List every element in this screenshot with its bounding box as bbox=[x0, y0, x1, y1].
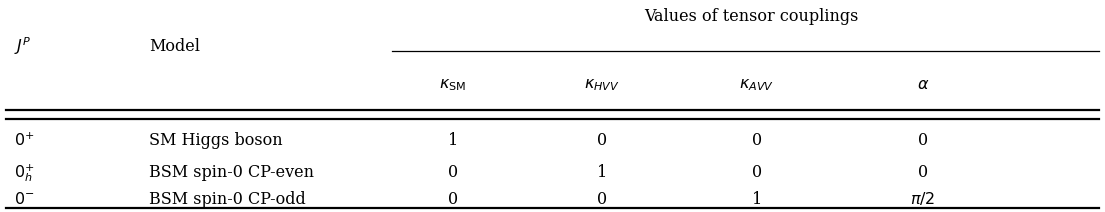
Text: SM Higgs boson: SM Higgs boson bbox=[149, 132, 283, 149]
Text: $\kappa_{HVV}$: $\kappa_{HVV}$ bbox=[585, 76, 620, 93]
Text: BSM spin-0 CP-odd: BSM spin-0 CP-odd bbox=[149, 191, 306, 208]
Text: 1: 1 bbox=[448, 132, 459, 149]
Text: $0^{+}_{h}$: $0^{+}_{h}$ bbox=[14, 162, 35, 184]
Text: Values of tensor couplings: Values of tensor couplings bbox=[644, 8, 859, 25]
Text: 1: 1 bbox=[751, 191, 762, 208]
Text: $\pi/2$: $\pi/2$ bbox=[911, 191, 935, 208]
Text: $\kappa_{AVV}$: $\kappa_{AVV}$ bbox=[739, 76, 775, 93]
Text: $\kappa_{\mathrm{SM}}$: $\kappa_{\mathrm{SM}}$ bbox=[440, 76, 466, 93]
Text: BSM spin-0 CP-even: BSM spin-0 CP-even bbox=[149, 164, 314, 181]
Text: 0: 0 bbox=[917, 164, 928, 181]
Text: 0: 0 bbox=[448, 191, 459, 208]
Text: $0^{-}$: $0^{-}$ bbox=[14, 191, 35, 208]
Text: 0: 0 bbox=[448, 164, 459, 181]
Text: 0: 0 bbox=[751, 132, 762, 149]
Text: 0: 0 bbox=[751, 164, 762, 181]
Text: $\alpha$: $\alpha$ bbox=[916, 76, 929, 93]
Text: 0: 0 bbox=[917, 132, 928, 149]
Text: Model: Model bbox=[149, 38, 200, 55]
Text: 0: 0 bbox=[597, 132, 608, 149]
Text: 0: 0 bbox=[597, 191, 608, 208]
Text: $0^{+}$: $0^{+}$ bbox=[14, 132, 35, 150]
Text: 1: 1 bbox=[597, 164, 608, 181]
Text: $J^P$: $J^P$ bbox=[14, 36, 32, 57]
